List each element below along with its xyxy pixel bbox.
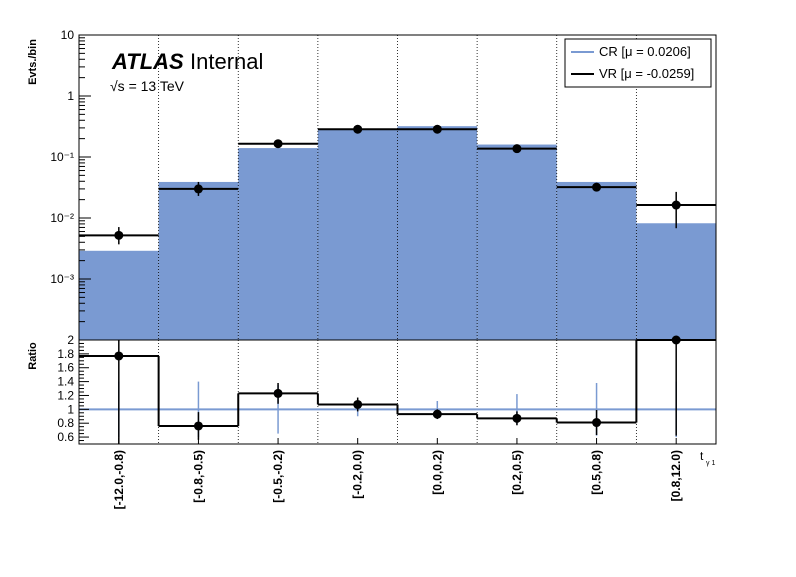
ratio-point-5: [512, 413, 522, 423]
vr-point-4: [432, 124, 442, 134]
ratio-y-tick-label: 1.4: [57, 375, 74, 389]
legend-vr-label: VR [μ = -0.0259]: [599, 66, 694, 81]
ratio-y-tick-label: 1: [67, 402, 74, 416]
x-axis: [-12.0,-0.8) [-0.8,-0.5) [-0.5,-0.2) [-0.2,…: [112, 438, 683, 509]
main-y-tick-label: 10⁻³: [50, 272, 74, 286]
cr-bar-4: [397, 126, 478, 340]
ratio-y-tick-label: 0.6: [57, 430, 74, 444]
vr-point-7: [671, 200, 681, 210]
ratio-point-1: [193, 421, 203, 431]
legend-cr-label: CR [μ = 0.0206]: [599, 44, 691, 59]
vr-point-6: [592, 182, 602, 192]
ratio-series: [79, 335, 716, 444]
ratio-y-tick-label: 1.6: [57, 361, 74, 375]
x-tick-label-6: [0.5,0.8): [590, 450, 604, 495]
main-y-axis: 10 1 10⁻¹ 10⁻² 10⁻³: [50, 28, 91, 341]
main-y-tick-label: 10⁻¹: [50, 150, 74, 164]
energy-label: √s = 13 TeV: [110, 78, 185, 94]
main-y-tick-label: 10: [61, 28, 75, 42]
ratio-point-0: [114, 351, 124, 361]
cr-bar-3: [317, 128, 398, 340]
ratio-y-axis: 0.60.811.21.41.61.82: [57, 333, 89, 445]
x-tick-label-0: [-12.0,-0.8): [112, 450, 126, 509]
ratio-point-6: [592, 418, 602, 428]
cr-bar-0: [79, 250, 159, 340]
ratio-point-2: [273, 388, 283, 398]
x-tick-label-4: [0.0,0.2): [430, 450, 444, 495]
x-tick-label-2: [-0.5,-0.2): [271, 450, 285, 503]
ratio-point-3: [353, 399, 363, 409]
ratio-y-tick-label: 1.2: [57, 388, 74, 402]
legend-box: [564, 38, 712, 88]
main-y-tick-label: 1: [67, 89, 74, 103]
cr-bar-1: [158, 181, 239, 340]
ratio-frame: [78, 339, 717, 445]
internal-label: Internal: [190, 49, 263, 74]
legend: CR [μ = 0.0206] VR [μ = -0.0259]: [564, 38, 712, 88]
ratio-y-tick-label: 0.8: [57, 416, 74, 430]
cr-bar-7: [636, 223, 716, 340]
vr-point-5: [512, 144, 522, 154]
x-axis-title-subscript: γ 1: [706, 460, 715, 467]
x-tick-label-1: [-0.8,-0.5): [191, 450, 205, 503]
cr-bar-5: [477, 144, 557, 340]
x-axis-title: t: [700, 449, 704, 463]
x-tick-label-7: [0.8,12.0): [669, 450, 683, 501]
main-y-tick-label: 10⁻²: [50, 211, 74, 225]
main-y-axis-title: Evts./bin: [27, 39, 39, 85]
atlas-label: ATLAS: [111, 49, 184, 74]
ratio-y-tick-label: 2: [67, 333, 74, 347]
ratio-vertical-gridlines: [158, 340, 637, 444]
main-vr-series: [79, 124, 716, 245]
x-tick-label-5: [0.2,0.5): [510, 450, 524, 495]
vr-point-1: [193, 184, 203, 194]
vr-point-2: [273, 139, 283, 149]
vr-point-3: [353, 124, 363, 134]
main-cr-histogram: [79, 126, 716, 340]
vr-point-0: [114, 230, 124, 240]
ratio-y-tick-label: 1.8: [57, 347, 74, 361]
ratio-point-4: [432, 409, 442, 419]
cr-bar-6: [556, 181, 637, 340]
cr-bar-2: [238, 148, 318, 340]
ratio-y-axis-title: Ratio: [27, 342, 39, 370]
x-tick-label-3: [-0.2,0.0): [351, 450, 365, 499]
